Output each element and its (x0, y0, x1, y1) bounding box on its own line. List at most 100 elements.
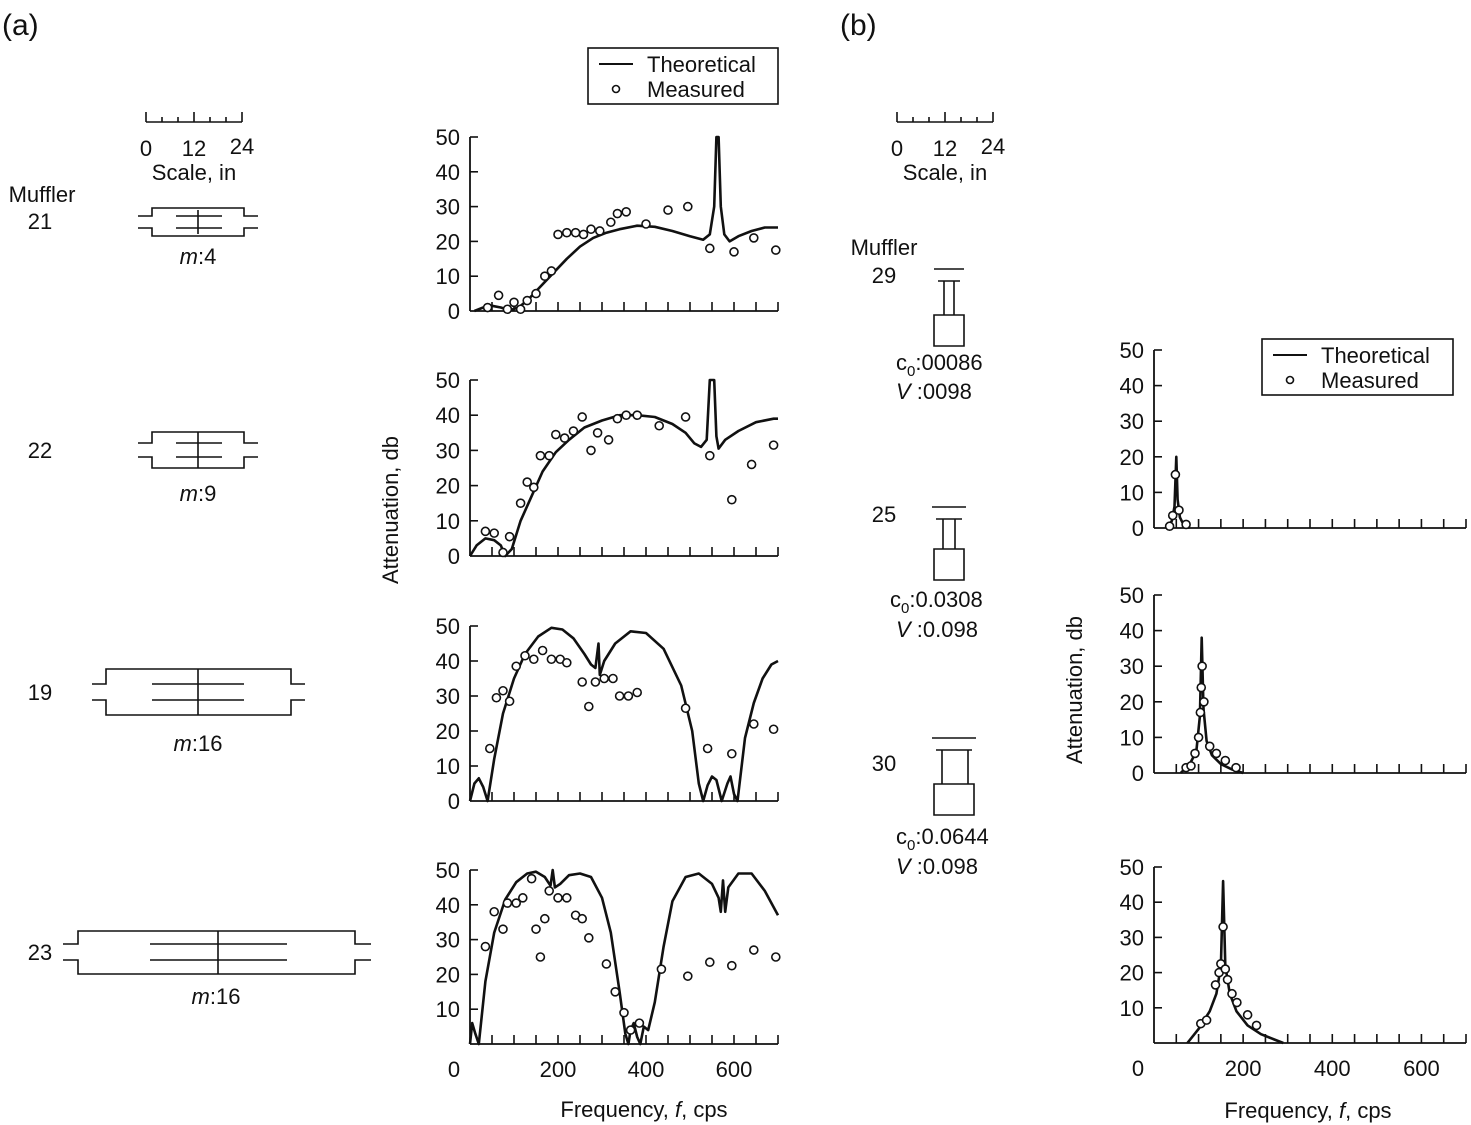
x-tick-label: 0 (1132, 1056, 1144, 1081)
measured-point (482, 302, 493, 313)
measured-point (623, 691, 634, 701)
y-tick-label: 0 (1132, 761, 1144, 786)
legend-circle-marker (1285, 375, 1295, 385)
x-tick-label: 400 (1314, 1056, 1351, 1081)
measured-point (577, 913, 588, 924)
chart-muffler-25: 0 10 20 30 40 50 (1120, 583, 1467, 786)
measured-point (612, 413, 623, 424)
measured-point (748, 945, 759, 955)
measured-point (535, 450, 546, 461)
panel-label-a: (a) (2, 9, 39, 42)
measured-point (1199, 696, 1209, 707)
measured-point (663, 205, 673, 215)
muffler-number-21: 21 (28, 209, 52, 234)
measured-point (746, 459, 757, 470)
measured-point (578, 229, 589, 240)
measured-point (1164, 521, 1175, 532)
measured-point (748, 233, 759, 243)
measured-point (502, 304, 513, 315)
measured-point (1222, 974, 1233, 985)
measured-point (603, 435, 614, 445)
y-tick-label: 50 (436, 858, 460, 883)
measured-point (770, 952, 781, 962)
measured-point (601, 959, 612, 969)
measured-point (586, 224, 596, 235)
y-tick-label: 30 (1120, 409, 1144, 434)
measured-point (704, 957, 715, 968)
measured-point (526, 873, 537, 884)
measured-point (621, 410, 632, 421)
measured-point (531, 288, 541, 299)
measured-point (504, 531, 515, 542)
x-tick-label: 400 (628, 1057, 665, 1082)
theoretical-curve (468, 626, 779, 803)
y-tick-label: 0 (1132, 516, 1144, 541)
measured-point (768, 724, 779, 735)
measured-point (528, 482, 539, 493)
muffler-22-drawing (138, 431, 258, 469)
chart-muffler-23: 10 20 30 40 50 0 200 400 600 (436, 858, 781, 1082)
measured-point (632, 410, 643, 421)
y-tick-label: 40 (1120, 374, 1144, 399)
measured-point (522, 295, 533, 306)
y-tick-label: 50 (1120, 583, 1144, 608)
y-tick-label: 0 (448, 544, 460, 569)
y-tick-label: 20 (1120, 961, 1144, 986)
muffler-number-23: 23 (28, 940, 52, 965)
measured-point (586, 445, 596, 456)
muffler-19-m: m:16 (174, 731, 223, 756)
muffler-23-drawing (63, 930, 371, 975)
measured-point (634, 1018, 645, 1028)
measured-point (680, 412, 691, 422)
measured-point (729, 247, 739, 257)
y-tick-label: 0 (448, 299, 460, 324)
y-tick-label: 40 (436, 649, 460, 674)
measured-point (1186, 761, 1196, 771)
measured-point (594, 226, 605, 236)
measured-point (550, 429, 561, 440)
measured-point (493, 290, 504, 301)
measured-point (544, 886, 555, 896)
muffler-number-22: 22 (28, 438, 52, 463)
measured-point (619, 1007, 629, 1018)
measured-point (704, 450, 715, 461)
measured-point (1220, 964, 1231, 974)
y-tick-label: 10 (436, 264, 460, 289)
scale-bar-b: 0 12 24 Scale, in (891, 112, 1005, 185)
measured-point (1195, 707, 1206, 718)
y-tick-label: 50 (436, 125, 460, 150)
measured-point (726, 494, 737, 505)
muffler-23-m: m:16 (192, 984, 241, 1009)
legend-theoretical-label: Theoretical (647, 52, 756, 77)
measured-point (726, 960, 737, 971)
measured-point (1197, 661, 1207, 672)
measured-point (605, 217, 616, 228)
measured-point (480, 526, 491, 537)
measured-point (1174, 505, 1184, 516)
measured-point (583, 701, 594, 712)
x-tick-label: 200 (540, 1057, 577, 1082)
measured-point (511, 898, 522, 908)
measured-point (704, 243, 715, 254)
y-tick-label: 20 (436, 962, 460, 987)
measured-point (498, 547, 508, 558)
measured-point (515, 498, 526, 509)
scale-tick-0: 0 (891, 136, 903, 161)
measured-point (502, 898, 513, 908)
y-tick-label: 10 (1120, 725, 1144, 750)
y-tick-label: 30 (436, 684, 460, 709)
y-tick-label: 10 (1120, 480, 1144, 505)
measured-point (537, 645, 548, 656)
y-tick-label: 20 (436, 229, 460, 254)
measured-point (570, 227, 581, 238)
measured-point (748, 719, 759, 729)
measured-point (1211, 748, 1222, 759)
measured-point (1220, 755, 1231, 766)
measured-point (539, 913, 550, 924)
y-tick-label: 20 (436, 474, 460, 499)
scale-tick-24: 24 (230, 134, 254, 159)
y-tick-label: 50 (436, 368, 460, 393)
muffler-21-m: m:4 (180, 244, 217, 269)
measured-point (559, 433, 570, 443)
